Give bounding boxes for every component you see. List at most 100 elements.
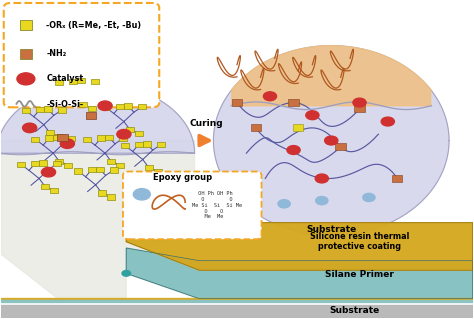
- Polygon shape: [1, 298, 473, 299]
- Circle shape: [122, 271, 130, 276]
- Bar: [55, 80, 63, 85]
- Bar: [20, 48, 32, 59]
- Text: Silicone resin thermal
protective coating: Silicone resin thermal protective coatin…: [310, 232, 409, 251]
- Circle shape: [363, 193, 375, 202]
- Circle shape: [264, 92, 277, 101]
- Bar: [83, 137, 91, 142]
- Bar: [86, 112, 96, 119]
- Bar: [126, 127, 134, 132]
- Text: Substrate: Substrate: [306, 225, 356, 234]
- Bar: [69, 78, 77, 84]
- Bar: [336, 143, 346, 150]
- Text: Catalyst: Catalyst: [46, 74, 83, 83]
- Bar: [145, 165, 153, 170]
- Bar: [96, 167, 104, 172]
- Bar: [22, 108, 30, 114]
- Bar: [138, 104, 146, 109]
- Bar: [53, 161, 61, 167]
- Bar: [154, 169, 162, 174]
- Bar: [102, 105, 110, 110]
- Bar: [46, 130, 54, 136]
- Bar: [116, 163, 124, 168]
- Bar: [88, 167, 96, 173]
- Circle shape: [278, 200, 290, 208]
- Bar: [58, 107, 66, 113]
- Bar: [98, 190, 106, 196]
- Circle shape: [306, 111, 319, 120]
- Text: OH Ph OH Ph
   O        O
Me Si  Si  Si Me
    O    O
    Me  Me: OH Ph OH Ph O O Me Si Si Si Me O O Me Me: [192, 191, 242, 219]
- Bar: [44, 107, 52, 112]
- Circle shape: [117, 130, 131, 139]
- Bar: [105, 135, 113, 140]
- Bar: [288, 99, 299, 106]
- Circle shape: [287, 145, 300, 154]
- Circle shape: [381, 117, 394, 126]
- Circle shape: [315, 174, 328, 183]
- Bar: [157, 142, 165, 147]
- Bar: [232, 99, 242, 106]
- Text: Substrate: Substrate: [330, 306, 380, 315]
- Bar: [41, 184, 49, 189]
- Bar: [57, 134, 68, 141]
- Bar: [64, 163, 73, 168]
- Bar: [116, 104, 124, 109]
- Circle shape: [60, 139, 74, 148]
- Bar: [293, 124, 303, 131]
- Bar: [107, 194, 115, 200]
- Bar: [91, 79, 99, 84]
- Polygon shape: [0, 84, 195, 155]
- Polygon shape: [1, 300, 473, 302]
- Bar: [53, 135, 61, 140]
- Polygon shape: [1, 141, 195, 299]
- Circle shape: [325, 136, 338, 145]
- Circle shape: [98, 101, 112, 110]
- Text: -ORₓ (R=Me, -Et, -Bu): -ORₓ (R=Me, -Et, -Bu): [46, 21, 141, 30]
- Bar: [31, 161, 39, 166]
- Bar: [143, 141, 151, 147]
- Bar: [251, 124, 261, 131]
- Bar: [79, 102, 87, 107]
- Bar: [77, 78, 85, 83]
- Polygon shape: [126, 248, 473, 299]
- Bar: [355, 105, 365, 112]
- Bar: [55, 159, 63, 164]
- FancyBboxPatch shape: [4, 3, 159, 107]
- Bar: [124, 103, 132, 109]
- Polygon shape: [232, 46, 431, 106]
- Circle shape: [353, 98, 366, 107]
- Bar: [88, 106, 96, 111]
- Bar: [97, 136, 105, 141]
- Bar: [20, 20, 32, 31]
- Bar: [17, 162, 25, 167]
- Bar: [135, 142, 143, 147]
- Bar: [109, 167, 118, 173]
- Bar: [45, 136, 53, 141]
- Polygon shape: [126, 204, 473, 270]
- Bar: [50, 188, 58, 193]
- Bar: [135, 131, 143, 136]
- Bar: [55, 134, 63, 139]
- Bar: [31, 137, 39, 142]
- Circle shape: [41, 167, 55, 177]
- Polygon shape: [1, 305, 473, 318]
- Text: -Si-O-Si-: -Si-O-Si-: [46, 100, 83, 109]
- Circle shape: [133, 189, 150, 200]
- Bar: [107, 159, 115, 164]
- Circle shape: [17, 73, 35, 85]
- Bar: [67, 136, 75, 141]
- Bar: [73, 168, 82, 174]
- Text: Silane Primer: Silane Primer: [325, 271, 394, 279]
- Bar: [36, 107, 44, 112]
- Bar: [392, 175, 402, 182]
- Bar: [119, 136, 127, 141]
- Circle shape: [240, 197, 253, 205]
- Polygon shape: [213, 46, 449, 235]
- Text: Epoxy group: Epoxy group: [153, 173, 212, 182]
- FancyBboxPatch shape: [123, 172, 262, 239]
- Text: -NH₂: -NH₂: [46, 49, 66, 58]
- Circle shape: [316, 197, 328, 205]
- Text: Curing: Curing: [190, 119, 223, 128]
- Bar: [121, 143, 129, 148]
- Circle shape: [23, 123, 36, 133]
- Bar: [39, 160, 47, 166]
